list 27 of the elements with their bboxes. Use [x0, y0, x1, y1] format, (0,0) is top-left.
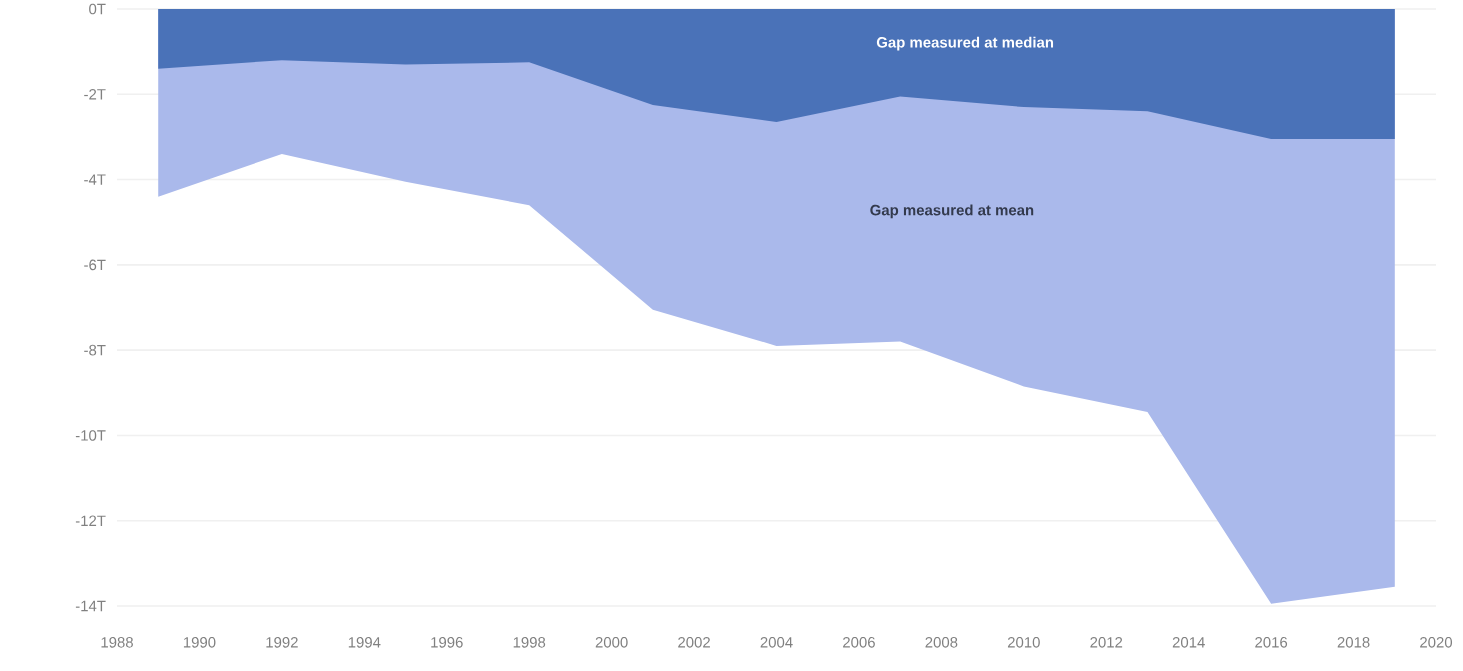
x-tick-label: 2008 [925, 637, 958, 648]
x-tick-label: 2014 [1172, 637, 1205, 648]
y-tick-label: -6T [84, 259, 106, 271]
y-tick-label: -2T [84, 89, 106, 100]
x-tick-label: 2006 [843, 637, 875, 648]
x-tick-label: 1998 [513, 637, 546, 648]
x-tick-label: 2010 [1007, 637, 1040, 648]
x-tick-label: 1994 [348, 637, 381, 648]
x-tick-label: 2016 [1255, 637, 1288, 648]
x-tick-label: 2000 [595, 637, 628, 648]
y-tick-label: -10T [75, 430, 106, 441]
x-tick-label: 2020 [1420, 637, 1453, 648]
x-tick-label: 2012 [1090, 637, 1123, 648]
y-tick-label: -14T [75, 600, 106, 612]
x-tick-label: 1996 [431, 637, 463, 648]
y-tick-label: 0T [89, 3, 106, 15]
x-tick-label: 1990 [183, 637, 216, 648]
x-tick-label: 2002 [678, 637, 710, 648]
x-tick-label: 1992 [266, 637, 298, 648]
series-label: Gap measured at median [876, 36, 1054, 51]
x-tick-label: 1988 [101, 637, 133, 648]
y-tick-label: -4T [84, 174, 106, 185]
x-tick-label: 2004 [760, 637, 793, 648]
series-label: Gap measured at mean [870, 204, 1034, 219]
y-tick-label: -8T [84, 344, 106, 356]
x-tick-label: 2018 [1337, 637, 1370, 648]
y-tick-label: -12T [75, 515, 106, 526]
